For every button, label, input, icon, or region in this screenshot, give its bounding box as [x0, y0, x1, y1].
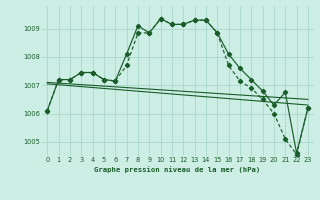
X-axis label: Graphe pression niveau de la mer (hPa): Graphe pression niveau de la mer (hPa)	[94, 166, 261, 173]
